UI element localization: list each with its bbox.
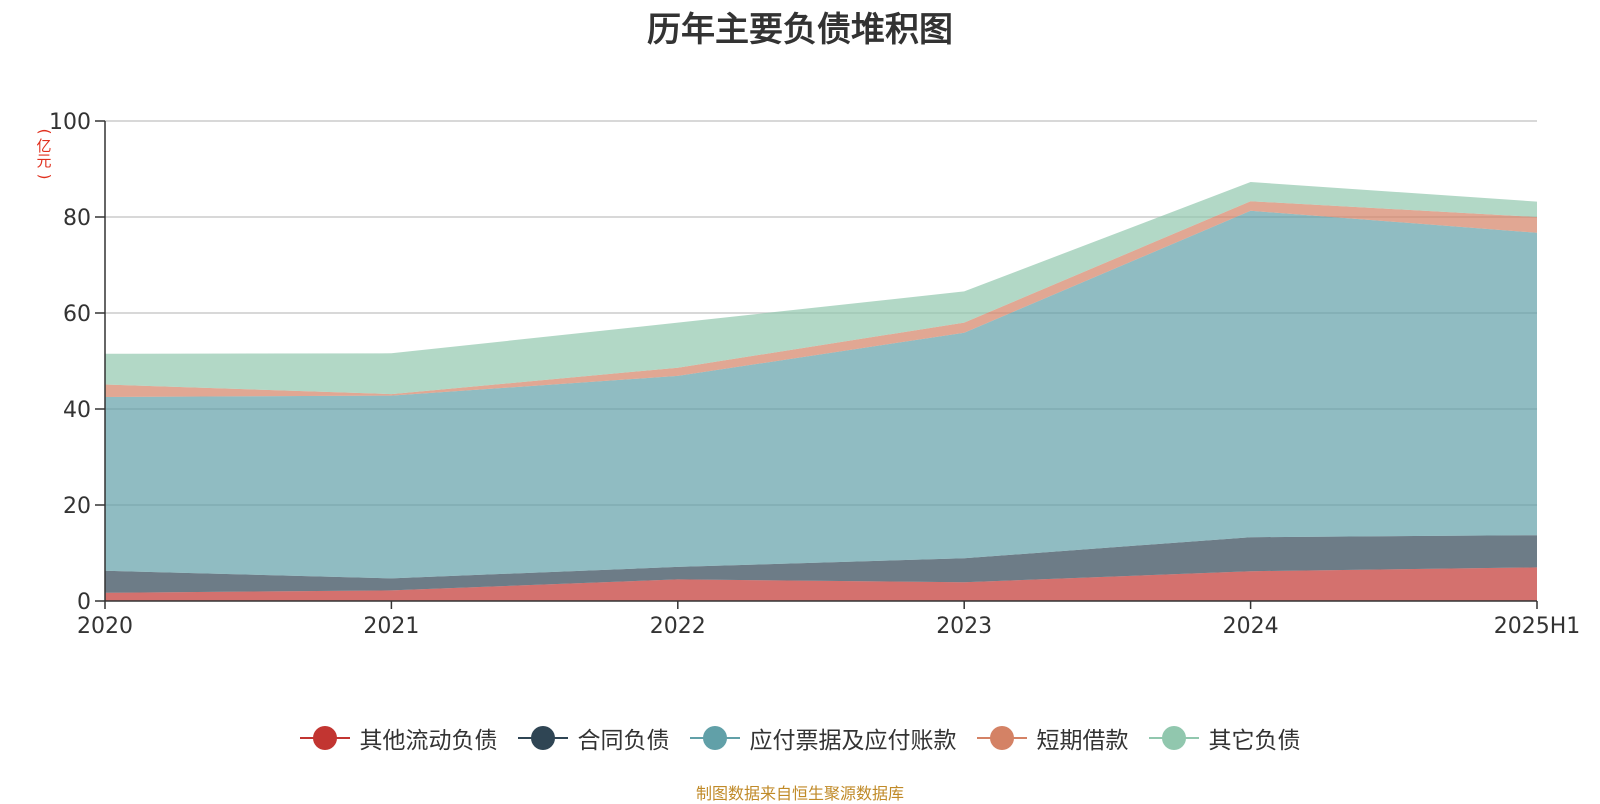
x-tick-label: 2023	[936, 614, 992, 639]
legend-marker-icon	[689, 726, 740, 750]
x-tick-label: 2022	[650, 614, 706, 639]
y-tick-label: 0	[77, 590, 91, 615]
legend-marker-icon	[299, 726, 350, 750]
legend-marker-icon	[1148, 726, 1199, 750]
x-tick-label: 2021	[363, 614, 419, 639]
x-tick-label: 2020	[77, 614, 133, 639]
x-tick-label: 2024	[1223, 614, 1279, 639]
legend-label: 其他流动负债	[359, 728, 498, 754]
area-payables	[105, 210, 1537, 579]
legend-item-contract[interactable]: 合同负债	[517, 721, 670, 755]
legend-item-short_loans[interactable]: 短期借款	[976, 721, 1129, 755]
y-tick-label: 80	[63, 206, 91, 231]
legend-item-other_current[interactable]: 其他流动负债	[299, 721, 498, 755]
unit-char: 亿	[36, 137, 52, 155]
y-axis-unit-label: (亿元)	[30, 124, 58, 184]
area-other_current	[105, 567, 1537, 601]
area-contract	[105, 535, 1537, 593]
legend-label: 短期借款	[1036, 728, 1129, 754]
chart-title: 历年主要负债堆积图	[647, 10, 953, 50]
area-short_loans	[105, 201, 1537, 397]
source-note: 制图数据来自恒生聚源数据库	[695, 784, 904, 803]
legend-label: 应付票据及应付账款	[749, 728, 957, 754]
y-tick-label: 40	[63, 398, 91, 423]
legend-item-other[interactable]: 其它负债	[1148, 721, 1301, 755]
x-tick-label: 2025H1	[1494, 614, 1581, 639]
y-tick-label: 20	[63, 494, 91, 519]
legend-marker-icon	[976, 726, 1027, 750]
legend-label: 合同负债	[577, 728, 670, 754]
legend-item-payables[interactable]: 应付票据及应付账款	[689, 721, 957, 755]
legend-label: 其它负债	[1208, 728, 1301, 754]
legend: 其他流动负债 合同负债 应付票据及应付账款 短期借款 其它负债	[0, 718, 1600, 758]
y-tick-label: 100	[49, 110, 91, 135]
legend-marker-icon	[517, 726, 568, 750]
area-other	[105, 182, 1537, 395]
unit-char: 元	[36, 152, 52, 170]
y-tick-label: 60	[63, 302, 91, 327]
